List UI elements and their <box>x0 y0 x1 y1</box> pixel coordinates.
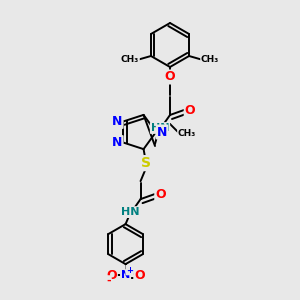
Text: O: O <box>134 268 145 282</box>
Text: CH₃: CH₃ <box>121 56 139 64</box>
Text: O: O <box>185 103 195 116</box>
Text: O: O <box>106 268 117 282</box>
Text: CH₃: CH₃ <box>201 56 219 64</box>
Text: O: O <box>165 70 175 83</box>
Text: -: - <box>106 276 111 286</box>
Text: CH₃: CH₃ <box>178 130 196 139</box>
Text: +: + <box>126 266 133 274</box>
Text: S: S <box>141 156 151 170</box>
Text: HN: HN <box>121 207 140 217</box>
Text: N: N <box>112 115 123 128</box>
Text: O: O <box>155 188 166 201</box>
Text: N: N <box>121 270 130 280</box>
Text: HN: HN <box>151 123 169 133</box>
Text: N: N <box>157 125 167 139</box>
Text: N: N <box>112 136 123 149</box>
